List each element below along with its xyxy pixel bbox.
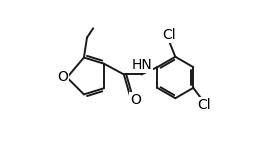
Text: O: O	[58, 71, 69, 84]
Text: O: O	[130, 93, 141, 107]
Text: Cl: Cl	[162, 28, 176, 42]
Text: HN: HN	[131, 58, 152, 72]
Text: Cl: Cl	[197, 98, 211, 112]
